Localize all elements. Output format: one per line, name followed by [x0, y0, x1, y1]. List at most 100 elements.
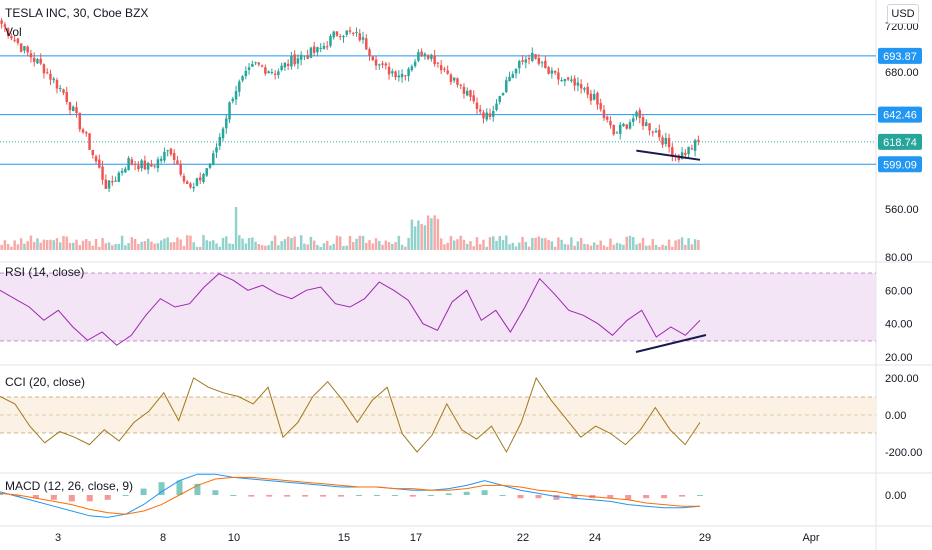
candle-body[interactable]: [231, 98, 235, 102]
candle-body[interactable]: [492, 111, 495, 117]
candle-body[interactable]: [0, 20, 3, 24]
candle-body[interactable]: [671, 147, 674, 157]
candle-body[interactable]: [651, 131, 655, 133]
candle-body[interactable]: [163, 151, 166, 161]
candle-body[interactable]: [508, 76, 511, 82]
candle-body[interactable]: [381, 63, 384, 65]
macd-label[interactable]: MACD (12, 26, close, 9): [5, 479, 133, 493]
rsi-series[interactable]: [0, 273, 707, 353]
candle-body[interactable]: [540, 62, 544, 64]
candle-body[interactable]: [273, 73, 277, 75]
candle-body[interactable]: [332, 31, 335, 38]
candle-body[interactable]: [378, 64, 381, 66]
candle-body[interactable]: [387, 66, 391, 75]
candle-body[interactable]: [622, 123, 625, 127]
price-trendline[interactable]: [636, 149, 701, 161]
candle-body[interactable]: [439, 65, 443, 71]
rsi-line[interactable]: [0, 273, 701, 346]
candle-body[interactable]: [592, 93, 596, 100]
candle-body[interactable]: [130, 159, 134, 164]
candle-body[interactable]: [625, 124, 628, 129]
candle-body[interactable]: [172, 153, 176, 160]
candle-body[interactable]: [267, 71, 270, 74]
candle-body[interactable]: [654, 130, 658, 133]
candle-body[interactable]: [680, 152, 684, 160]
candle-body[interactable]: [3, 24, 7, 27]
candle-body[interactable]: [228, 102, 231, 120]
rsi-label[interactable]: RSI (14, close): [5, 265, 84, 279]
candle-body[interactable]: [462, 86, 466, 94]
candle-body[interactable]: [452, 77, 456, 81]
candle-body[interactable]: [286, 63, 290, 66]
candle-body[interactable]: [182, 175, 186, 182]
candle-body[interactable]: [143, 160, 147, 170]
candle-body[interactable]: [544, 60, 547, 69]
candle-body[interactable]: [225, 118, 228, 129]
candle-body[interactable]: [534, 54, 537, 59]
candle-body[interactable]: [527, 57, 531, 60]
candle-body[interactable]: [23, 46, 26, 51]
candle-body[interactable]: [16, 38, 20, 44]
candle-body[interactable]: [49, 73, 52, 80]
candle-body[interactable]: [400, 73, 404, 78]
candle-body[interactable]: [319, 47, 322, 49]
candle-body[interactable]: [423, 53, 427, 57]
candle-body[interactable]: [325, 46, 329, 48]
candle-body[interactable]: [664, 138, 668, 144]
candle-body[interactable]: [260, 65, 264, 67]
candle-body[interactable]: [85, 132, 88, 134]
candle-body[interactable]: [472, 95, 475, 102]
candle-body[interactable]: [430, 54, 433, 59]
candle-body[interactable]: [420, 51, 423, 56]
candle-body[interactable]: [394, 71, 397, 78]
candle-body[interactable]: [596, 92, 599, 105]
candle-body[interactable]: [550, 70, 554, 74]
candle-body[interactable]: [635, 111, 638, 117]
candle-body[interactable]: [159, 158, 163, 161]
candle-body[interactable]: [566, 77, 570, 80]
candle-body[interactable]: [306, 55, 309, 59]
volume-label[interactable]: Vol: [5, 25, 22, 39]
candle-body[interactable]: [648, 123, 651, 131]
candle-body[interactable]: [107, 180, 111, 189]
candle-body[interactable]: [687, 146, 690, 155]
candle-body[interactable]: [283, 62, 287, 68]
candle-body[interactable]: [52, 78, 55, 81]
candle-body[interactable]: [309, 47, 313, 58]
candle-body[interactable]: [137, 165, 140, 170]
candle-body[interactable]: [247, 67, 251, 70]
candle-body[interactable]: [215, 147, 218, 153]
candle-body[interactable]: [166, 150, 169, 152]
candle-body[interactable]: [88, 133, 91, 150]
candle-body[interactable]: [212, 153, 215, 166]
candle-body[interactable]: [101, 166, 104, 180]
candle-body[interactable]: [98, 159, 101, 168]
candle-body[interactable]: [6, 28, 10, 36]
candle-body[interactable]: [264, 67, 267, 74]
candle-body[interactable]: [176, 160, 179, 164]
candle-body[interactable]: [433, 55, 436, 65]
candle-body[interactable]: [407, 68, 410, 77]
candle-body[interactable]: [124, 168, 127, 173]
candle-body[interactable]: [29, 53, 33, 58]
candle-body[interactable]: [45, 72, 49, 74]
candle-body[interactable]: [469, 90, 472, 97]
candle-body[interactable]: [251, 64, 254, 67]
candle-body[interactable]: [140, 160, 143, 169]
candle-body[interactable]: [618, 124, 622, 134]
candle-body[interactable]: [443, 68, 446, 70]
candle-body[interactable]: [498, 95, 502, 102]
candle-body[interactable]: [417, 52, 420, 61]
candle-body[interactable]: [185, 181, 189, 184]
candle-body[interactable]: [81, 129, 85, 133]
candle-body[interactable]: [19, 43, 23, 52]
candle-body[interactable]: [156, 159, 160, 169]
candle-body[interactable]: [478, 109, 482, 112]
candle-body[interactable]: [465, 90, 469, 96]
candle-body[interactable]: [312, 46, 316, 53]
candle-body[interactable]: [58, 88, 62, 90]
candle-body[interactable]: [384, 63, 388, 66]
candle-body[interactable]: [111, 181, 114, 183]
candle-body[interactable]: [697, 139, 700, 142]
